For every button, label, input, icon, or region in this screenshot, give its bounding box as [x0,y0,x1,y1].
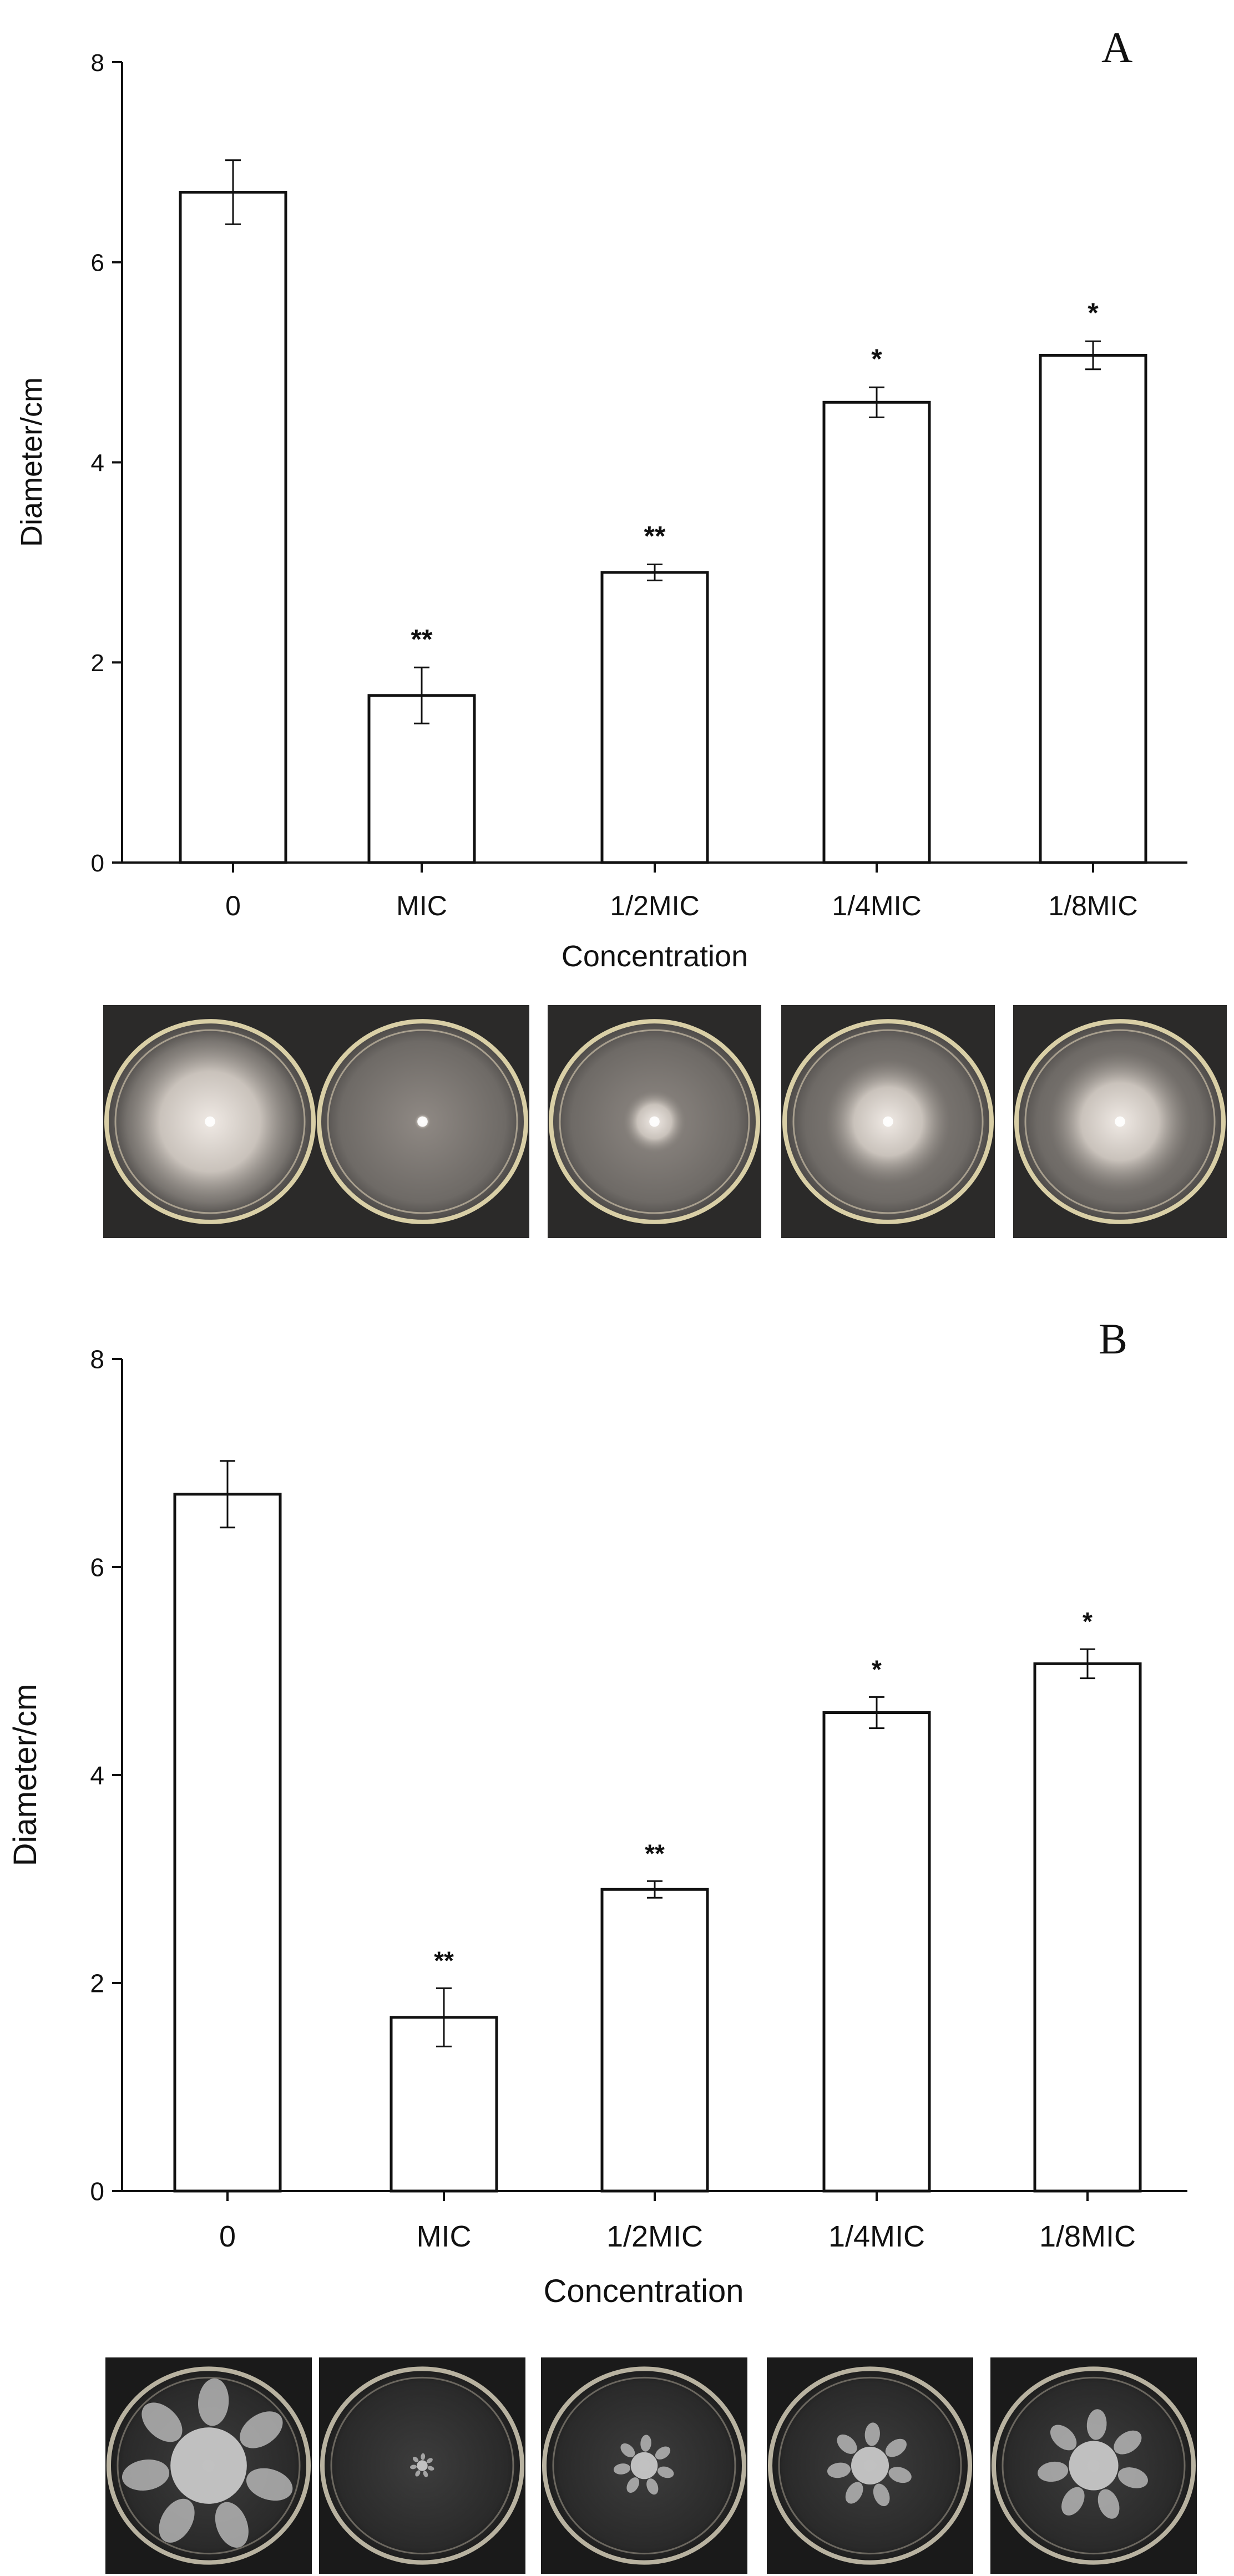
x-category-label: 1/4MIC [828,2220,925,2253]
panel-b-x-axis-label: Concentration [543,2273,744,2309]
panel-a-label: A [1101,23,1132,72]
x-category-label: 0 [219,2220,236,2253]
significance-marker: * [872,1655,882,1683]
bar [822,1711,931,2193]
x-category-label: 1/8MIC [1039,2220,1136,2253]
x-category-label: 1/2MIC [610,890,699,921]
petri-dish-photo [1013,1005,1227,1238]
error-bar [225,159,241,225]
panel-a-y-axis-label: Diameter/cm [15,377,48,547]
significance-marker: * [871,343,882,374]
petri-dish-photo [990,2357,1197,2574]
petri-dish-photo [103,1005,317,1238]
panel-b-x-ticks: 0 MIC 1/2MIC 1/4MIC 1/8MIC [219,2191,1136,2253]
x-category-label: 1/8MIC [1048,890,1137,921]
x-category-label: 1/4MIC [832,890,921,921]
panel-a-x-ticks: 0 MIC 1/2MIC 1/4MIC 1/8MIC [225,863,1138,921]
y-tick-label: 4 [90,1761,104,1790]
y-tick-label: 6 [91,250,104,277]
y-tick-label: 6 [90,1553,104,1582]
panel-b-y-ticks: 0 2 4 6 8 [90,1345,122,2206]
petri-dish-photo [541,2357,747,2574]
panel-b-photo-strip [105,2357,1197,2574]
petri-dish-photo [781,1005,995,1238]
panel-b-bars: ****** [173,1460,1142,2193]
significance-marker: ** [434,1946,454,1975]
x-category-label: 0 [225,890,241,921]
significance-marker: ** [411,623,433,655]
error-bar [436,1987,452,2047]
panel-b-label: B [1099,1315,1127,1363]
panel-a-bars: ****** [179,159,1147,864]
y-tick-label: 8 [90,1345,104,1374]
panel-b-y-axis-label: Diameter/cm [7,1684,43,1867]
petri-dish-photo [548,1005,761,1238]
panel-a-photo-strip [103,1005,1227,1238]
y-tick-label: 4 [91,449,104,476]
panel-a-y-ticks: 0 2 4 6 8 [91,49,122,877]
error-bar [220,1460,235,1529]
error-bar [869,386,884,418]
error-bar [647,563,662,581]
error-bar [1080,1648,1095,1680]
x-category-label: MIC [396,890,447,921]
y-tick-label: 2 [90,1969,104,1998]
y-tick-label: 0 [90,2177,104,2206]
x-category-label: 1/2MIC [606,2220,703,2253]
petri-dish-photo [105,2357,312,2574]
bar [600,1888,709,2193]
error-bar [414,666,429,724]
petri-dish-photo [767,2357,973,2574]
x-category-label: MIC [417,2220,472,2253]
significance-marker: * [1088,297,1099,328]
significance-marker: ** [644,520,666,551]
y-tick-label: 2 [91,650,104,677]
bar [1039,353,1147,864]
error-bar [869,1696,884,1730]
error-bar [1085,340,1101,371]
petri-dish-photo [319,2357,525,2574]
bar [173,1493,282,2193]
error-bar [647,1880,662,1899]
y-tick-label: 0 [91,850,104,877]
y-tick-label: 8 [91,49,104,77]
panel-a-x-axis-label: Concentration [562,940,748,973]
significance-marker: * [1083,1607,1093,1636]
bar [179,190,287,864]
bar [1033,1662,1142,2193]
bar [600,571,709,864]
bar [822,400,931,864]
significance-marker: ** [645,1839,665,1868]
petri-dish-photo [316,1005,529,1238]
